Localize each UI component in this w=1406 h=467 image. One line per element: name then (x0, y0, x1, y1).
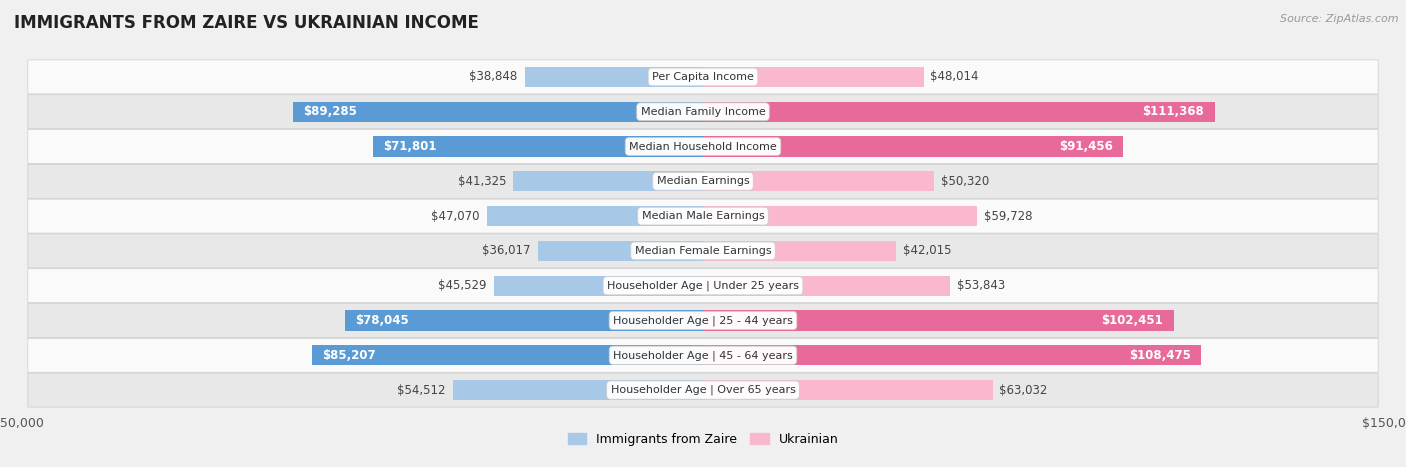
FancyBboxPatch shape (28, 234, 1378, 268)
Text: Per Capita Income: Per Capita Income (652, 72, 754, 82)
Text: $78,045: $78,045 (354, 314, 409, 327)
FancyBboxPatch shape (28, 199, 1378, 233)
FancyBboxPatch shape (28, 338, 1378, 372)
Bar (703, 136, 1123, 156)
Bar (703, 311, 1174, 331)
Text: $89,285: $89,285 (304, 105, 357, 118)
FancyBboxPatch shape (28, 129, 1378, 163)
Text: $59,728: $59,728 (984, 210, 1033, 223)
Text: Median Family Income: Median Family Income (641, 107, 765, 117)
Bar (537, 241, 703, 261)
Text: $38,848: $38,848 (470, 71, 517, 84)
Text: $54,512: $54,512 (398, 383, 446, 396)
Bar (453, 380, 703, 400)
Bar (486, 206, 703, 226)
FancyBboxPatch shape (28, 304, 1378, 338)
Text: $47,070: $47,070 (432, 210, 479, 223)
Bar (292, 102, 703, 122)
Text: $111,368: $111,368 (1143, 105, 1204, 118)
Text: $36,017: $36,017 (482, 244, 530, 257)
Bar (703, 241, 896, 261)
Text: $53,843: $53,843 (957, 279, 1005, 292)
Bar (703, 345, 1201, 365)
Text: $48,014: $48,014 (931, 71, 979, 84)
Text: Median Earnings: Median Earnings (657, 177, 749, 186)
Bar (494, 276, 703, 296)
Text: $63,032: $63,032 (1000, 383, 1047, 396)
Bar (344, 311, 703, 331)
FancyBboxPatch shape (28, 164, 1378, 198)
Text: IMMIGRANTS FROM ZAIRE VS UKRAINIAN INCOME: IMMIGRANTS FROM ZAIRE VS UKRAINIAN INCOM… (14, 14, 479, 32)
Text: $108,475: $108,475 (1129, 349, 1191, 362)
FancyBboxPatch shape (28, 60, 1378, 94)
Bar (703, 276, 950, 296)
Text: $85,207: $85,207 (322, 349, 375, 362)
FancyBboxPatch shape (28, 373, 1378, 407)
Bar (312, 345, 703, 365)
Legend: Immigrants from Zaire, Ukrainian: Immigrants from Zaire, Ukrainian (562, 428, 844, 451)
Text: Householder Age | Over 65 years: Householder Age | Over 65 years (610, 385, 796, 396)
Text: Householder Age | 45 - 64 years: Householder Age | 45 - 64 years (613, 350, 793, 361)
Bar (373, 136, 703, 156)
Text: Householder Age | 25 - 44 years: Householder Age | 25 - 44 years (613, 315, 793, 326)
Bar (703, 380, 993, 400)
Text: $41,325: $41,325 (458, 175, 506, 188)
Text: Source: ZipAtlas.com: Source: ZipAtlas.com (1281, 14, 1399, 24)
FancyBboxPatch shape (28, 95, 1378, 129)
Text: Median Household Income: Median Household Income (628, 142, 778, 151)
Text: $102,451: $102,451 (1101, 314, 1163, 327)
Text: $45,529: $45,529 (439, 279, 486, 292)
Bar (513, 171, 703, 191)
Text: Householder Age | Under 25 years: Householder Age | Under 25 years (607, 281, 799, 291)
Bar (703, 206, 977, 226)
Text: $50,320: $50,320 (941, 175, 990, 188)
Bar (703, 171, 934, 191)
FancyBboxPatch shape (28, 269, 1378, 303)
Bar (703, 67, 924, 87)
Text: Median Male Earnings: Median Male Earnings (641, 211, 765, 221)
Text: $42,015: $42,015 (903, 244, 952, 257)
Text: $71,801: $71,801 (384, 140, 437, 153)
Text: $91,456: $91,456 (1059, 140, 1112, 153)
Bar (524, 67, 703, 87)
Bar (703, 102, 1215, 122)
Text: Median Female Earnings: Median Female Earnings (634, 246, 772, 256)
